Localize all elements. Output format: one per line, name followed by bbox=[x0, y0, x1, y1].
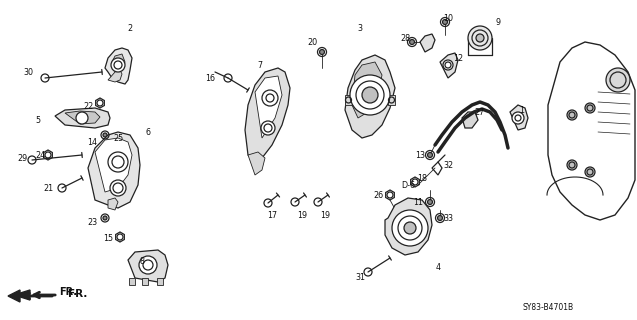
Circle shape bbox=[585, 103, 595, 113]
Text: 1: 1 bbox=[520, 106, 524, 115]
Text: FR.: FR. bbox=[59, 287, 77, 297]
Text: D-6: D-6 bbox=[401, 180, 415, 189]
Polygon shape bbox=[352, 62, 382, 118]
Circle shape bbox=[606, 68, 630, 92]
Polygon shape bbox=[510, 105, 528, 130]
Text: 20: 20 bbox=[307, 37, 317, 46]
Polygon shape bbox=[105, 48, 132, 84]
Circle shape bbox=[261, 121, 275, 135]
Text: 17: 17 bbox=[267, 211, 277, 220]
Polygon shape bbox=[255, 76, 282, 138]
Text: 32: 32 bbox=[443, 161, 453, 170]
Text: 30: 30 bbox=[23, 68, 33, 76]
Polygon shape bbox=[8, 290, 20, 302]
Text: 15: 15 bbox=[103, 234, 113, 243]
Circle shape bbox=[443, 20, 447, 24]
Polygon shape bbox=[95, 138, 132, 192]
Text: SY83-B4701B: SY83-B4701B bbox=[522, 303, 573, 313]
Circle shape bbox=[76, 112, 88, 124]
Circle shape bbox=[320, 50, 324, 54]
Text: 24: 24 bbox=[35, 150, 45, 159]
Polygon shape bbox=[128, 250, 168, 282]
Circle shape bbox=[103, 216, 107, 220]
Polygon shape bbox=[142, 278, 148, 285]
Polygon shape bbox=[345, 55, 395, 138]
Text: 22: 22 bbox=[83, 101, 93, 110]
Polygon shape bbox=[65, 111, 100, 124]
Polygon shape bbox=[248, 152, 265, 175]
Text: 10: 10 bbox=[443, 13, 453, 22]
Text: 6: 6 bbox=[145, 127, 150, 137]
Text: 18: 18 bbox=[417, 173, 427, 182]
Circle shape bbox=[567, 160, 577, 170]
Text: 29: 29 bbox=[17, 154, 27, 163]
Text: 9: 9 bbox=[496, 18, 501, 27]
Text: 7: 7 bbox=[257, 60, 262, 69]
Text: 19: 19 bbox=[297, 211, 307, 220]
Circle shape bbox=[262, 90, 278, 106]
Text: 27: 27 bbox=[475, 108, 485, 116]
Polygon shape bbox=[108, 198, 118, 210]
Circle shape bbox=[110, 180, 126, 196]
Circle shape bbox=[362, 87, 378, 103]
Text: 19: 19 bbox=[320, 211, 330, 220]
Text: 3: 3 bbox=[357, 23, 362, 33]
Circle shape bbox=[139, 256, 157, 274]
Polygon shape bbox=[88, 132, 140, 208]
Text: 11: 11 bbox=[413, 197, 423, 206]
Circle shape bbox=[427, 153, 433, 157]
Polygon shape bbox=[112, 54, 125, 72]
Polygon shape bbox=[345, 95, 352, 105]
Text: 4: 4 bbox=[436, 263, 441, 273]
Circle shape bbox=[404, 222, 416, 234]
Polygon shape bbox=[462, 112, 478, 128]
Circle shape bbox=[427, 200, 433, 204]
Polygon shape bbox=[157, 278, 163, 285]
Circle shape bbox=[585, 167, 595, 177]
Circle shape bbox=[410, 40, 415, 44]
Polygon shape bbox=[388, 95, 395, 105]
Text: 31: 31 bbox=[355, 274, 365, 283]
Text: 23: 23 bbox=[87, 218, 97, 227]
Text: 2: 2 bbox=[127, 23, 132, 33]
Text: 5: 5 bbox=[36, 116, 41, 124]
Circle shape bbox=[468, 26, 492, 50]
Polygon shape bbox=[385, 198, 432, 255]
Text: 14: 14 bbox=[87, 138, 97, 147]
Circle shape bbox=[392, 210, 428, 246]
Text: 33: 33 bbox=[443, 213, 453, 222]
Text: 12: 12 bbox=[453, 53, 463, 62]
Circle shape bbox=[108, 152, 128, 172]
Polygon shape bbox=[420, 34, 435, 52]
Polygon shape bbox=[440, 53, 458, 78]
Circle shape bbox=[350, 75, 390, 115]
Text: 26: 26 bbox=[373, 190, 383, 199]
Circle shape bbox=[476, 34, 484, 42]
Text: 28: 28 bbox=[400, 34, 410, 43]
Circle shape bbox=[438, 216, 443, 220]
Circle shape bbox=[103, 133, 107, 137]
Text: 21: 21 bbox=[43, 183, 53, 193]
Polygon shape bbox=[55, 108, 110, 128]
Text: FR.: FR. bbox=[68, 289, 87, 299]
Text: 16: 16 bbox=[205, 74, 215, 83]
Polygon shape bbox=[245, 68, 290, 162]
Circle shape bbox=[111, 58, 125, 72]
Circle shape bbox=[443, 60, 453, 70]
Text: 13: 13 bbox=[415, 150, 425, 159]
Polygon shape bbox=[14, 290, 30, 300]
Text: 8: 8 bbox=[140, 258, 145, 267]
Text: 25: 25 bbox=[113, 133, 123, 142]
Polygon shape bbox=[129, 278, 135, 285]
Polygon shape bbox=[108, 70, 122, 82]
Circle shape bbox=[567, 110, 577, 120]
Circle shape bbox=[512, 112, 524, 124]
